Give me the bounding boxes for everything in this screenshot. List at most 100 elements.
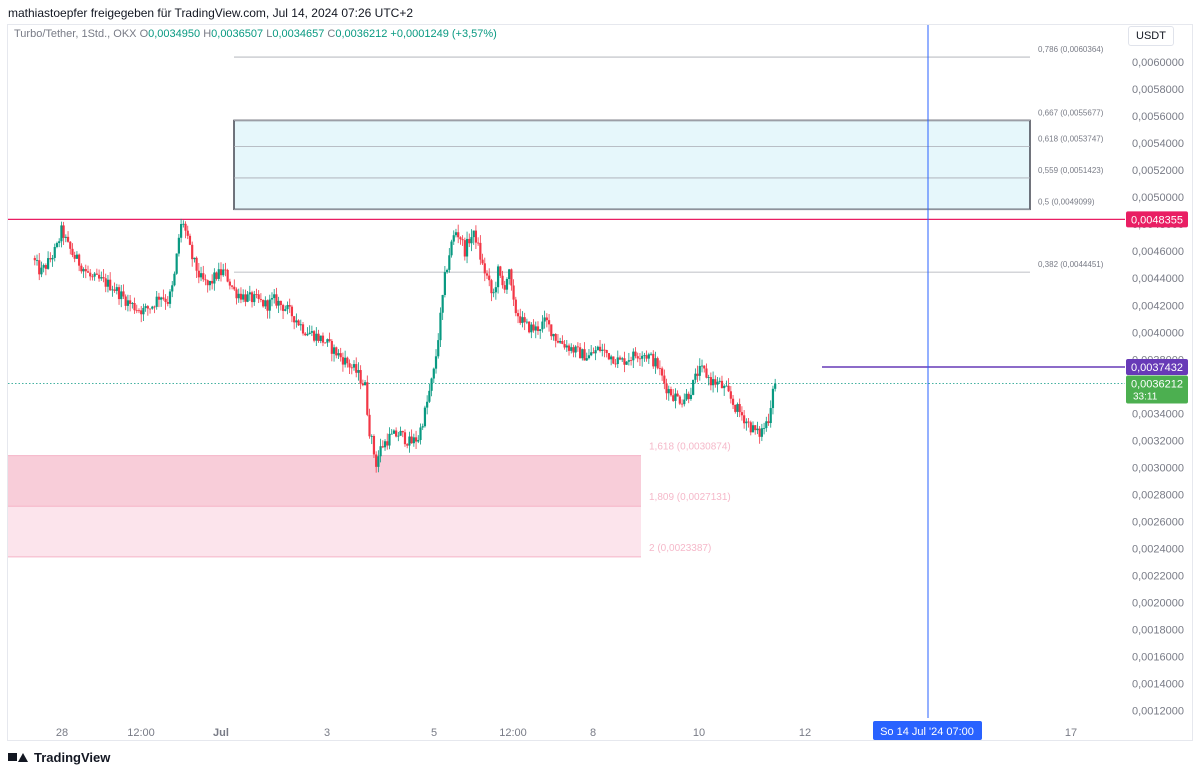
candle-body-up xyxy=(40,267,43,275)
candle-body-up xyxy=(426,401,429,408)
candle-body-up xyxy=(765,421,768,429)
footer: TradingView xyxy=(8,748,110,766)
open-value: 0,0034950 xyxy=(148,28,201,40)
candle-body-up xyxy=(470,237,473,244)
candle-body-down xyxy=(554,334,557,341)
price-tick-label: 0,0058000 xyxy=(1132,84,1184,96)
price-tick-label: 0,0052000 xyxy=(1132,165,1184,177)
current-price-badge[interactable] xyxy=(1126,375,1188,404)
candle-body-down xyxy=(463,240,466,257)
candle-body-down xyxy=(672,395,675,401)
candle-body-down xyxy=(204,279,207,281)
price-tick-label: 0,0014000 xyxy=(1132,679,1184,691)
candle-body-down xyxy=(532,324,535,331)
price-tick-label: 0,0012000 xyxy=(1132,706,1184,718)
candle-body-down xyxy=(579,347,582,359)
candle-body-down xyxy=(162,297,165,299)
price-tick-label: 0,0018000 xyxy=(1132,625,1184,637)
candle-body-up xyxy=(718,380,721,382)
candle-body-down xyxy=(279,300,282,306)
candle-body-down xyxy=(281,305,285,311)
candle-body-down xyxy=(89,272,92,277)
candle-body-down xyxy=(137,310,141,312)
candle-body-down xyxy=(401,430,404,433)
candle-body-down xyxy=(244,294,247,302)
candle-body-down xyxy=(567,345,571,351)
candle-body-up xyxy=(472,230,475,238)
candle-body-down xyxy=(44,265,47,269)
candle-body-up xyxy=(284,309,287,311)
candle-body-down xyxy=(614,363,617,365)
candle-body-up xyxy=(100,277,103,279)
purple-price-label: 0,0037432 xyxy=(1131,362,1183,374)
candle-body-down xyxy=(69,241,72,249)
candle-body-up xyxy=(751,425,755,433)
candle-body-down xyxy=(135,310,138,312)
candle-body-up xyxy=(530,324,533,333)
candle-body-down xyxy=(288,305,291,307)
footer-brand[interactable]: TradingView xyxy=(34,749,111,765)
candle-body-down xyxy=(330,340,333,354)
candle-body-down xyxy=(97,274,101,279)
candle-body-down xyxy=(678,396,681,404)
candle-body-up xyxy=(601,349,604,351)
candle-body-down xyxy=(317,333,320,341)
candle-body-down xyxy=(297,320,300,326)
candle-body-up xyxy=(55,243,59,248)
candle-body-down xyxy=(645,355,648,359)
candle-body-down xyxy=(676,393,679,397)
candle-body-up xyxy=(771,388,775,409)
candle-body-down xyxy=(239,293,243,300)
candle-body-up xyxy=(647,354,650,359)
candle-body-down xyxy=(102,277,105,279)
purple-price-badge[interactable] xyxy=(1126,359,1188,376)
candle-body-up xyxy=(246,294,249,302)
candle-body-down xyxy=(321,335,325,343)
candle-body-down xyxy=(514,299,517,314)
candle-body-up xyxy=(248,292,251,295)
time-tick-label: 8 xyxy=(590,727,596,739)
candle-body-down xyxy=(547,320,551,325)
candle-body-up xyxy=(332,347,336,354)
candle-body-up xyxy=(716,381,719,385)
candle-body-up xyxy=(363,382,367,386)
candle-body-up xyxy=(310,331,313,333)
resistance-price-badge[interactable] xyxy=(1126,211,1188,228)
candle-body-up xyxy=(685,393,688,400)
candle-body-down xyxy=(293,316,296,323)
candle-body-up xyxy=(683,399,686,405)
candle-body-down xyxy=(219,269,223,276)
candle-body-up xyxy=(53,247,56,258)
candle-body-down xyxy=(361,383,364,386)
symbol-label[interactable]: Turbo/Tether, 1Std., OKX xyxy=(14,28,137,40)
candle-body-up xyxy=(213,272,216,284)
candle-body-up xyxy=(93,273,96,277)
candle-body-up xyxy=(199,273,203,278)
candle-body-up xyxy=(627,360,630,362)
candle-body-down xyxy=(598,346,602,351)
candle-body-up xyxy=(399,430,402,436)
candle-body-down xyxy=(230,285,234,287)
candle-body-down xyxy=(603,349,606,351)
candle-body-up xyxy=(173,273,176,286)
candle-body-up xyxy=(723,385,726,389)
tradingview-logo-icon[interactable] xyxy=(8,751,28,763)
candle-body-up xyxy=(694,373,697,380)
candle-body-down xyxy=(164,298,167,303)
currency-selector[interactable]: USDT xyxy=(1128,26,1174,46)
candle-body-down xyxy=(703,365,706,369)
candle-body-up xyxy=(574,346,577,353)
candle-body-down xyxy=(477,242,480,244)
candle-body-up xyxy=(352,364,356,368)
candle-body-down xyxy=(709,377,712,386)
candle-body-down xyxy=(556,340,560,343)
candle-body-up xyxy=(270,298,274,300)
candle-body-down xyxy=(211,280,214,284)
candle-body-down xyxy=(403,432,407,445)
candle-body-down xyxy=(410,436,413,444)
candle-body-up xyxy=(760,428,763,437)
candle-body-up xyxy=(621,358,624,360)
candle-body-up xyxy=(222,269,225,276)
candle-body-down xyxy=(605,350,608,354)
